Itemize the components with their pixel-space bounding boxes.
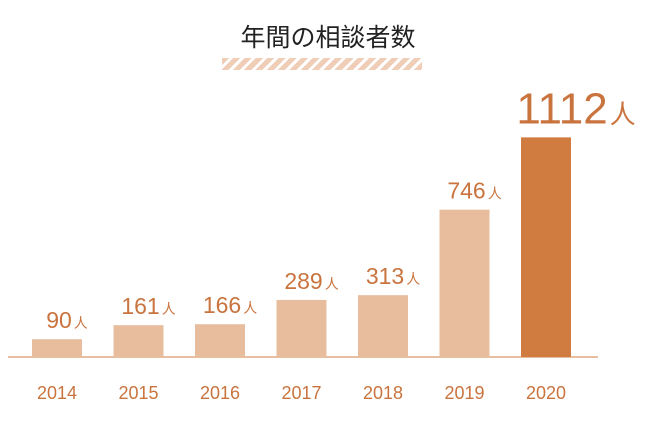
data-label-2017: 289 人 [284, 268, 338, 294]
data-label-2015: 161 人 [121, 293, 175, 319]
data-label-2014: 90 人 [46, 307, 88, 333]
x-tick-label-2016: 2016 [200, 383, 240, 403]
x-tick-label-2015: 2015 [118, 383, 158, 403]
bar-2017 [276, 299, 327, 357]
data-label-2020: 1112人 [516, 84, 635, 133]
bar-2015 [113, 325, 164, 357]
bar-2020 [521, 137, 571, 357]
x-tick-label-2014: 2014 [37, 383, 77, 403]
chart-title: 年間の相談者数 [240, 23, 416, 52]
x-tick-label-2018: 2018 [363, 383, 403, 403]
x-tick-label-2019: 2019 [444, 383, 484, 403]
x-tick-label-2017: 2017 [281, 383, 321, 403]
bar-2018 [358, 295, 408, 357]
bar-2014 [32, 339, 82, 357]
x-tick-label-2020: 2020 [526, 383, 566, 403]
data-label-2016: 166 人 [203, 292, 257, 318]
data-label-2018: 313 人 [366, 263, 420, 289]
title-underline-decoration [222, 58, 422, 70]
data-label-2019: 746 人 [447, 178, 501, 204]
bar-2019 [439, 209, 490, 357]
bar-2016 [195, 324, 245, 357]
